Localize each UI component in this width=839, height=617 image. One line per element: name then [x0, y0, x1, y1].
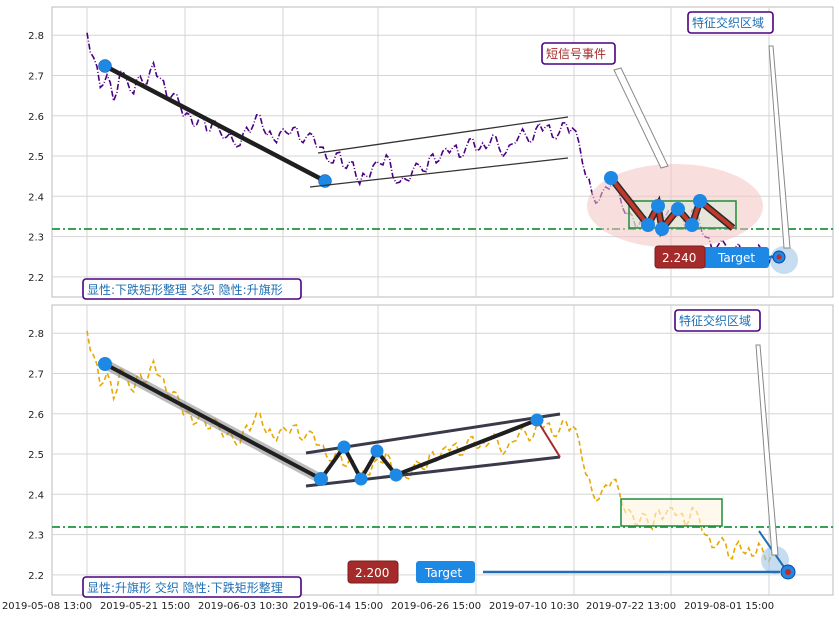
top-pattern-point — [671, 202, 685, 216]
x-tick-label: 2019-08-01 15:00 — [684, 601, 774, 612]
top-y-tick-label: 2.7 — [28, 71, 44, 82]
top-pattern-point — [651, 199, 665, 213]
bottom-feature-zone-label: 特征交织区域 — [679, 313, 751, 328]
bottom-y-tick-label: 2.6 — [28, 410, 44, 421]
top-pattern-point — [685, 218, 699, 232]
bottom-pattern-point — [314, 472, 328, 486]
bottom-y-tick-label: 2.7 — [28, 369, 44, 380]
bottom-pattern-exit — [536, 419, 561, 458]
top-y-axis: 2.8 2.7 2.6 2.5 2.4 2.3 2.2 — [28, 31, 44, 284]
bottom-target-tag: Target — [424, 566, 462, 580]
top-pattern-point — [604, 171, 618, 185]
top-y-tick-label: 2.6 — [28, 112, 44, 123]
bottom-pattern-point — [337, 440, 351, 454]
top-price-tag: 2.240 — [662, 251, 696, 265]
bottom-price-tag: 2.200 — [355, 566, 389, 580]
bottom-trend-start-point — [98, 357, 112, 371]
bottom-trend-line — [104, 362, 322, 481]
top-short-signal-label: 短信号事件 — [546, 47, 606, 61]
top-channel-lower — [309, 157, 569, 188]
bottom-plot-frame — [51, 304, 834, 596]
top-pattern-point — [641, 218, 655, 232]
top-pattern-title: 显性:下跌矩形整理 交织 隐性:升旗形 — [87, 282, 283, 297]
bottom-y-tick-label: 2.5 — [28, 450, 44, 461]
bottom-target-glow — [761, 546, 789, 574]
top-trend-line — [103, 64, 327, 183]
top-channel-upper — [317, 116, 569, 154]
top-trend-start-point — [98, 59, 112, 73]
bottom-pattern-point — [530, 413, 544, 427]
bottom-channel-lower — [305, 455, 561, 488]
top-y-tick-label: 2.4 — [28, 192, 44, 203]
x-tick-label: 2019-07-22 13:00 — [586, 601, 676, 612]
top-short-signal-arrow — [613, 67, 669, 169]
bottom-pattern-title: 显性:升旗形 交织 隐性:下跌矩形整理 — [87, 580, 283, 595]
top-target-dot — [776, 254, 782, 260]
bottom-pattern-zigzag — [319, 418, 538, 484]
top-price-tag-bg — [654, 245, 706, 269]
top-pattern-point — [655, 222, 669, 236]
top-target-tag: Target — [717, 251, 755, 265]
bottom-feature-zone-box — [674, 309, 761, 332]
bottom-feature-zone-arrow — [755, 344, 779, 556]
top-feature-zone-box — [687, 11, 774, 34]
top-pattern-title-box — [82, 278, 302, 300]
top-y-tick-label: 2.8 — [28, 31, 44, 42]
bottom-y-tick-label: 2.3 — [28, 531, 44, 542]
bottom-pattern-title-box — [82, 576, 302, 598]
bottom-target-dot — [785, 569, 791, 575]
bottom-pattern-point — [370, 444, 384, 458]
bottom-target-tag-bg — [416, 561, 475, 583]
bottom-price-tag-bg — [347, 560, 399, 584]
x-tick-label: 2019-07-10 10:30 — [489, 601, 579, 612]
top-y-tick-label: 2.2 — [28, 273, 44, 284]
bottom-y-tick-label: 2.4 — [28, 490, 44, 501]
top-feature-zone-label: 特征交织区域 — [692, 15, 764, 30]
x-tick-label: 2019-06-03 10:30 — [198, 601, 288, 612]
x-tick-label: 2019-06-14 15:00 — [293, 601, 383, 612]
x-tick-label: 2019-05-08 13:00 — [2, 601, 92, 612]
x-axis: 2019-05-08 13:00 2019-05-21 15:00 2019-06-… — [2, 601, 774, 612]
bottom-y-axis: 2.8 2.7 2.6 2.5 2.4 2.3 2.2 — [28, 329, 44, 582]
bottom-y-tick-label: 2.2 — [28, 571, 44, 582]
bottom-pattern-point — [354, 472, 368, 486]
top-y-tick-label: 2.3 — [28, 233, 44, 244]
bottom-pattern-point — [389, 468, 403, 482]
bottom-chart-panel: 2.82.72.62.52.42.32.2 2.200 Target 特 — [28, 304, 834, 598]
top-pattern-point — [693, 194, 707, 208]
top-feature-zone-arrow — [768, 45, 791, 249]
bottom-grid — [52, 305, 833, 595]
x-tick-label: 2019-05-21 15:00 — [100, 601, 190, 612]
top-trend-end-point — [318, 174, 332, 188]
bottom-price-line — [86, 330, 773, 563]
top-target-tag-bg — [696, 247, 769, 268]
bottom-y-tick-label: 2.8 — [28, 329, 44, 340]
x-tick-label: 2019-06-26 15:00 — [391, 601, 481, 612]
top-y-tick-label: 2.5 — [28, 152, 44, 163]
top-short-signal-box — [541, 42, 616, 65]
top-chart-panel: 2.82.72.62.52.42.32.2 Target 2 — [28, 6, 834, 300]
bottom-rectangle-box — [620, 498, 723, 527]
